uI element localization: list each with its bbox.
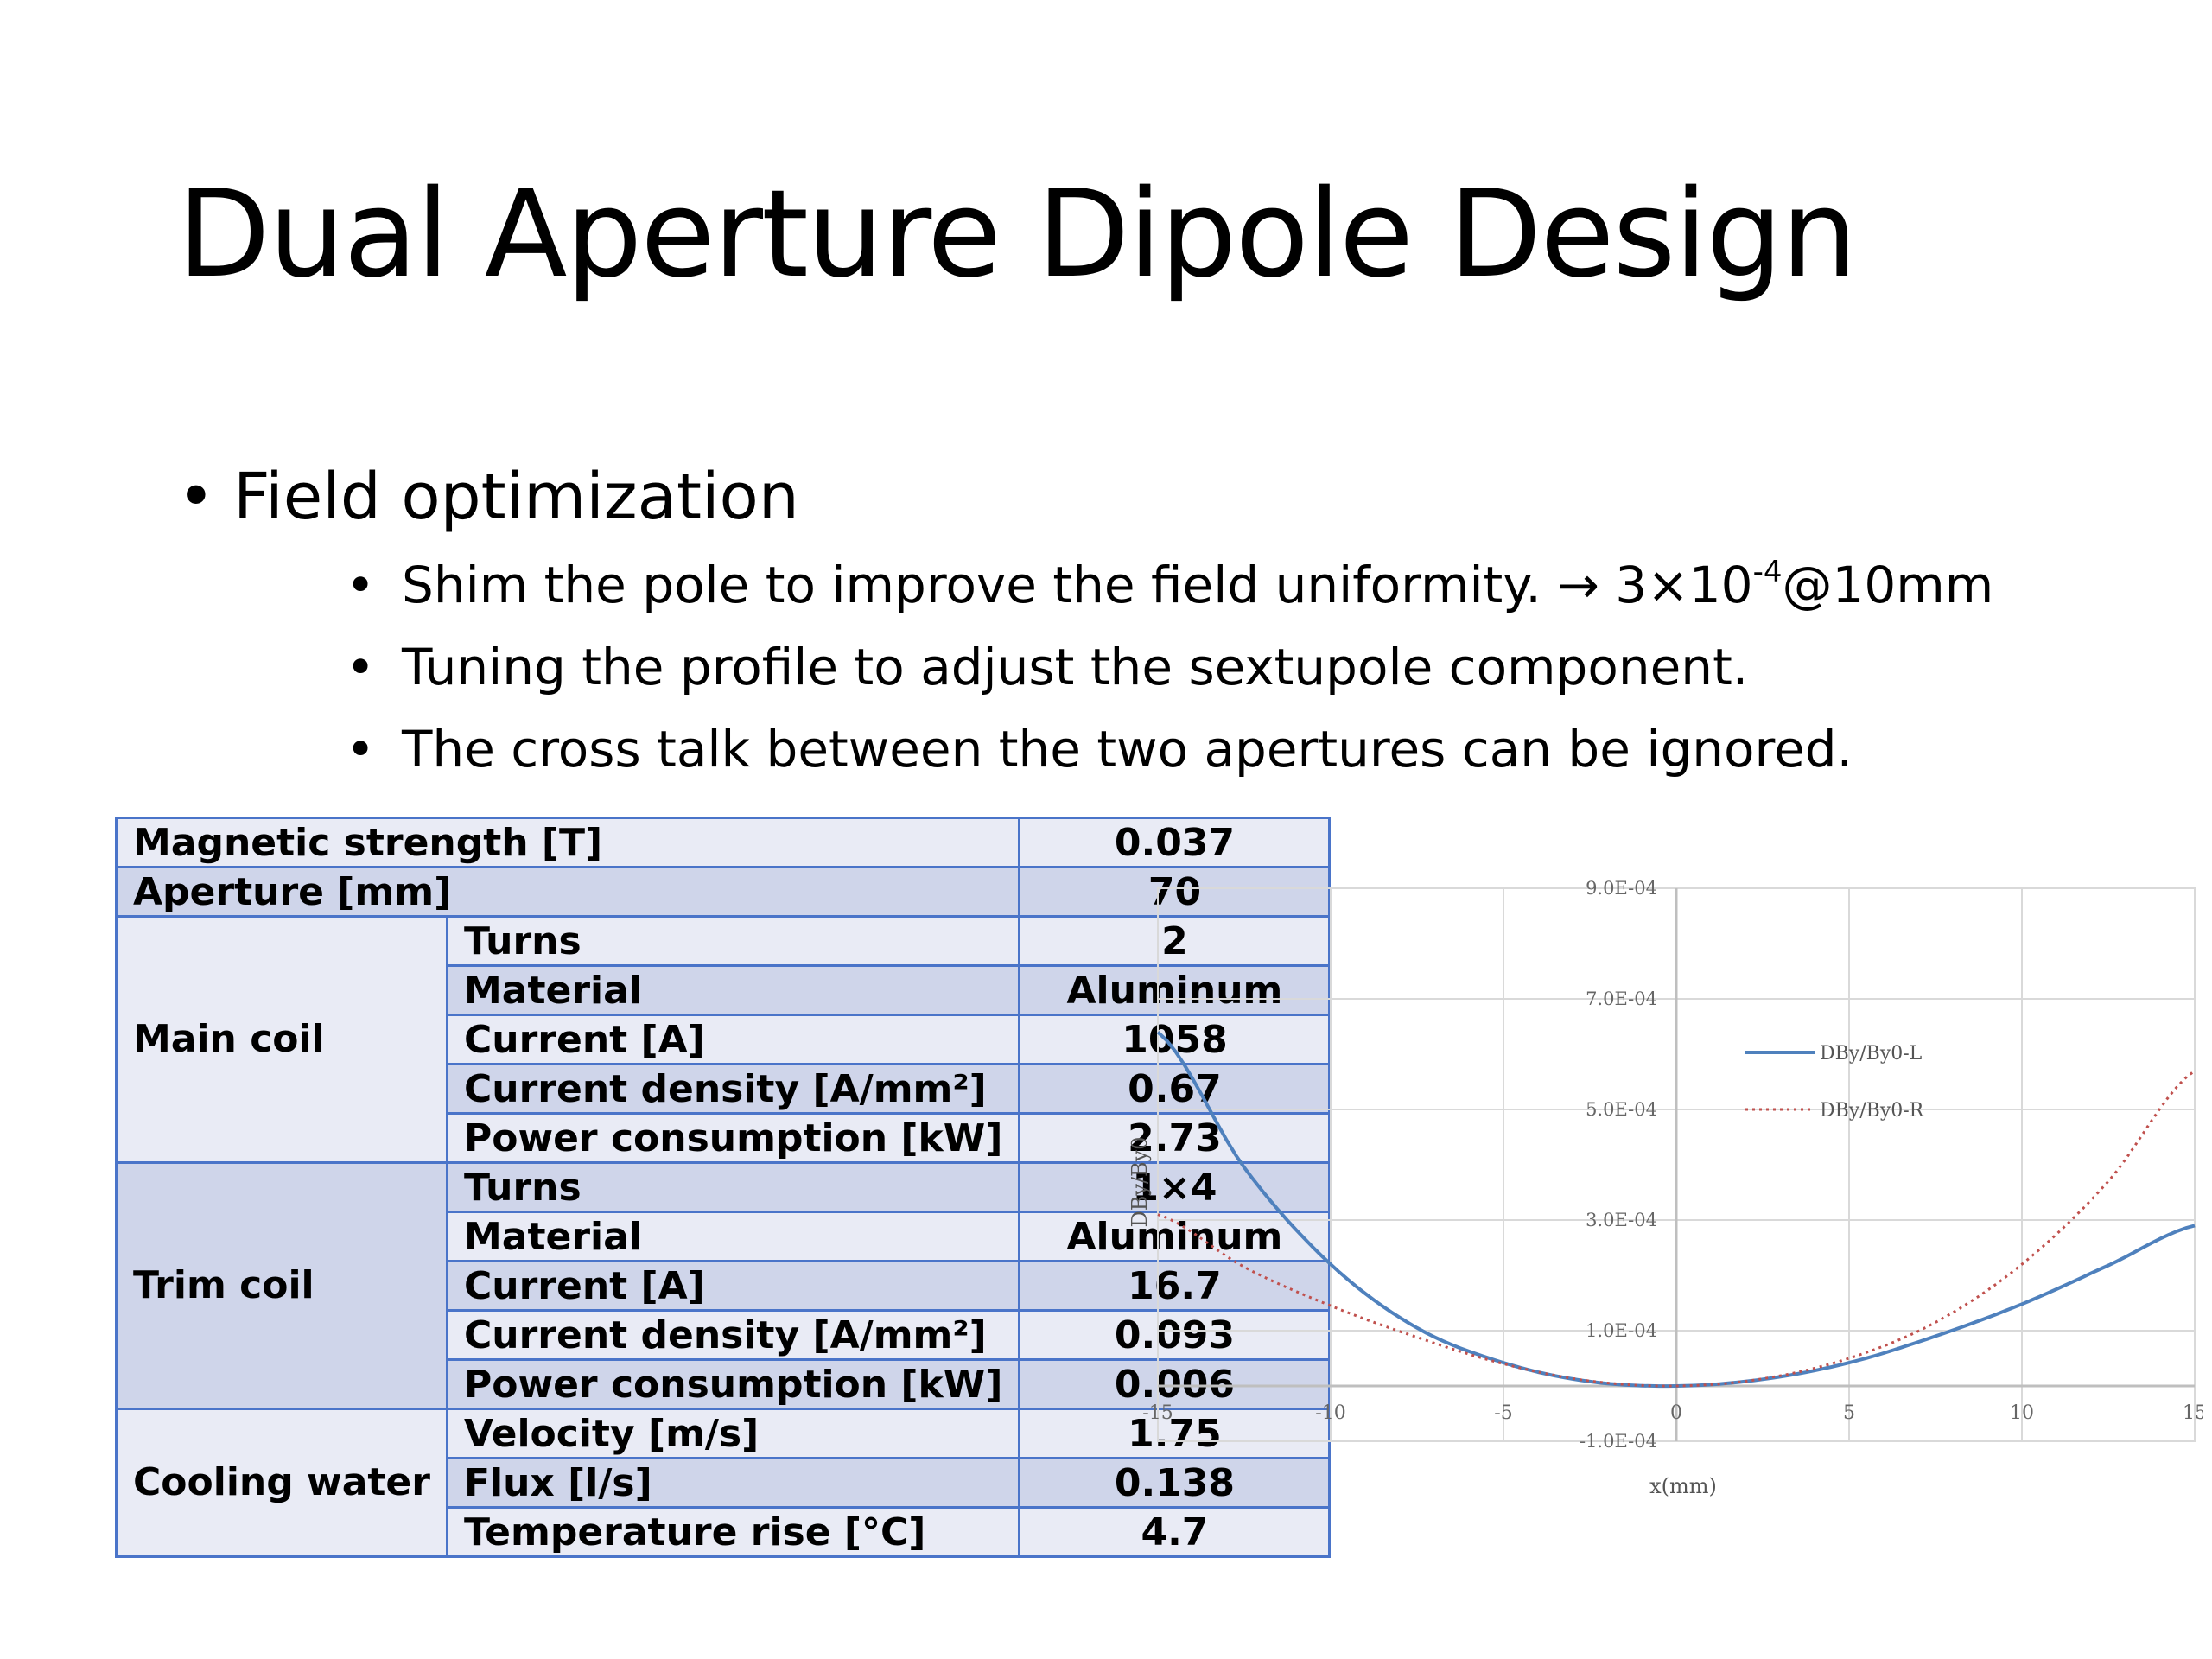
bullet-list: Field optimization Shim the pole to impr…: [177, 449, 1993, 791]
param-value: 4.7: [1018, 1506, 1332, 1558]
x-tick-label: -15: [1142, 1402, 1173, 1424]
param-label: Flux [l/s]: [445, 1457, 1021, 1509]
param-label: Magnetic strength [T]: [114, 817, 1021, 868]
y-tick-label: 5.0E-04: [1586, 1099, 1657, 1120]
group-cooling-water: Cooling water: [115, 1408, 448, 1558]
param-label: Current density [A/mm²]: [445, 1309, 1021, 1361]
table-row: Power consumption [kW] 0.006: [117, 1358, 1332, 1410]
param-label: Turns: [445, 915, 1021, 967]
y-tick-label: -1.0E-04: [1580, 1431, 1657, 1452]
param-label: Power consumption [kW]: [445, 1112, 1021, 1164]
table-row: Magnetic strength [T] 0.037: [114, 817, 1332, 868]
table-row: Cooling water Velocity [m/s] 1.75: [115, 1408, 1332, 1558]
param-label: Velocity [m/s]: [445, 1408, 1021, 1459]
table-row: Material Aluminum: [117, 964, 1332, 1016]
table-row: Temperature rise [°C] 4.7: [117, 1506, 1332, 1558]
param-label: Current [A]: [445, 1014, 1021, 1065]
param-value: 0.006: [1018, 1358, 1332, 1410]
exponent: -4: [1752, 555, 1783, 589]
table-row: Power consumption [kW] 2.73: [117, 1112, 1332, 1164]
table-row: Main coil Turns 2: [115, 915, 1332, 1164]
sub-bullet-tuning: Tuning the profile to adjust the sextupo…: [346, 626, 1993, 709]
table-row: Aperture [mm] 70: [114, 866, 1332, 918]
y-tick-label: 7.0E-04: [1586, 988, 1657, 1009]
sub-bullet-shim-suffix: @10mm: [1782, 556, 1994, 614]
sub-bullet-list: Shim the pole to improve the field unifo…: [233, 544, 1993, 791]
param-label: Aperture [mm]: [114, 866, 1021, 918]
table-row: Current [A] 1058: [117, 1014, 1332, 1065]
param-label: Material: [445, 964, 1021, 1016]
param-label: Material: [445, 1211, 1021, 1262]
slide-title: Dual Aperture Dipole Design: [177, 164, 1858, 305]
x-tick-label: 0: [1670, 1402, 1682, 1424]
param-value: 2: [1018, 915, 1332, 967]
param-value: 2.73: [1018, 1112, 1332, 1164]
table-row: Trim coil Turns 1×4: [115, 1161, 1332, 1410]
group-trim-coil: Trim coil: [115, 1161, 448, 1410]
legend-label: DBy/By0-L: [1820, 1043, 1923, 1065]
x-tick-label: -5: [1494, 1402, 1512, 1424]
group-main-coil: Main coil: [115, 915, 448, 1164]
param-value: 1058: [1018, 1014, 1332, 1065]
x-tick-label: 10: [2010, 1402, 2034, 1424]
param-value: Aluminum: [1018, 964, 1332, 1016]
field-uniformity-chart: -15 -10 -5 0 5 10 15 -1.0E-04 1.0E-04 3.0E-04 5.0E…: [1128, 878, 2203, 1498]
series-line-right: [1157, 1070, 2196, 1388]
table-row: Current density [A/mm²] 0.67: [117, 1063, 1332, 1115]
param-value: 1×4: [1018, 1161, 1332, 1213]
param-value: 0.093: [1018, 1309, 1332, 1361]
y-tick-label: 1.0E-04: [1586, 1320, 1657, 1341]
param-value: 0.037: [1018, 817, 1332, 868]
x-tick-label: 15: [2183, 1402, 2203, 1424]
param-label: Power consumption [kW]: [445, 1358, 1021, 1410]
param-value: 16.7: [1018, 1260, 1332, 1312]
x-tick-label: -10: [1315, 1402, 1345, 1424]
param-value: 0.67: [1018, 1063, 1332, 1115]
param-label: Turns: [445, 1161, 1021, 1213]
param-label: Temperature rise [°C]: [445, 1506, 1021, 1558]
y-tick-label: 9.0E-04: [1586, 878, 1657, 899]
y-axis-title: DBy/By0: [1128, 1137, 1152, 1228]
bullet-field-optimization: Field optimization Shim the pole to impr…: [177, 449, 1993, 791]
x-tick-label: 5: [1843, 1402, 1855, 1424]
x-axis-title: x(mm): [1649, 1474, 1717, 1498]
sub-bullet-shim-text: Shim the pole to improve the field unifo…: [402, 556, 1753, 614]
param-label: Current density [A/mm²]: [445, 1063, 1021, 1115]
param-label: Current [A]: [445, 1260, 1021, 1312]
parameter-table: Magnetic strength [T] 0.037 Aperture [mm…: [114, 817, 1332, 1558]
y-tick-label: 3.0E-04: [1586, 1210, 1657, 1230]
table-row: Current [A] 16.7: [117, 1260, 1332, 1312]
param-value: 1.75: [1018, 1408, 1332, 1459]
bullet-text: Field optimization: [233, 460, 799, 534]
table-row: Flux [l/s] 0.138: [117, 1457, 1332, 1509]
legend-label: DBy/By0-R: [1820, 1100, 1925, 1122]
param-value: 0.138: [1018, 1457, 1332, 1509]
table-row: Current density [A/mm²] 0.093: [117, 1309, 1332, 1361]
sub-bullet-shim: Shim the pole to improve the field unifo…: [346, 544, 1993, 626]
sub-bullet-crosstalk: The cross talk between the two apertures…: [346, 709, 1993, 791]
